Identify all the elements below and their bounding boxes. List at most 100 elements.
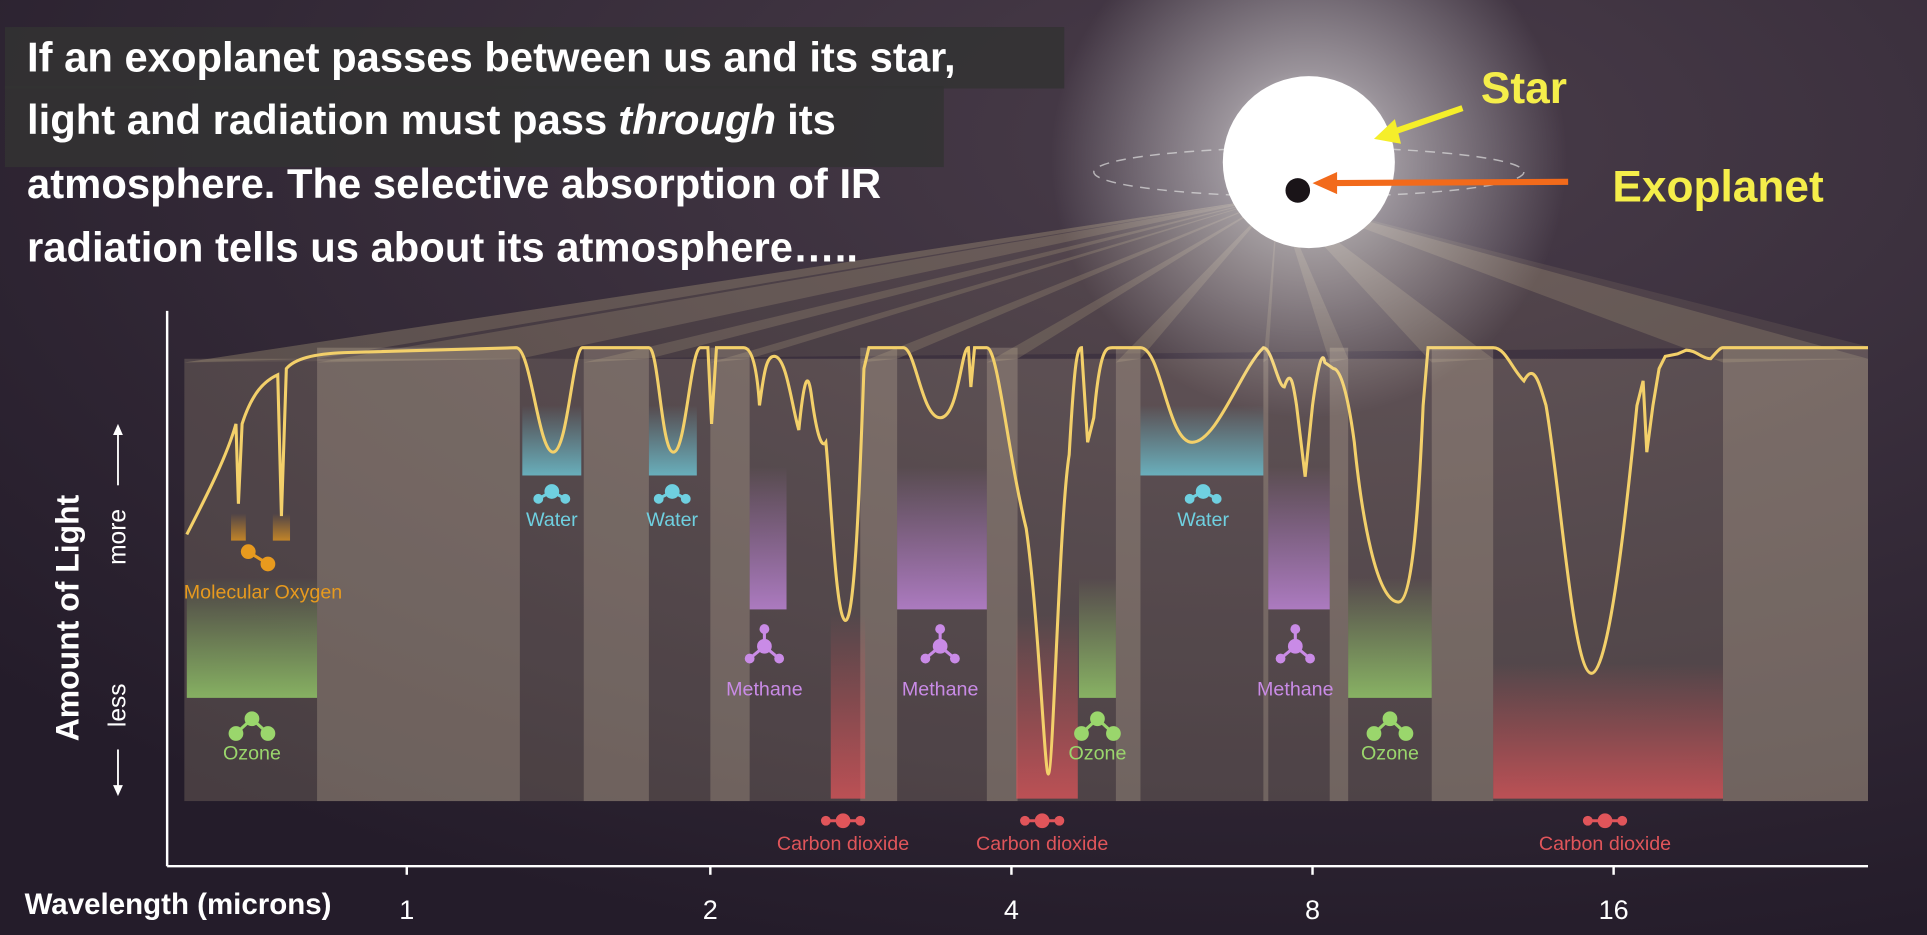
x-tick-label: 4 xyxy=(1004,895,1019,925)
absorption-band xyxy=(749,466,787,610)
x-tick-label: 2 xyxy=(703,895,718,925)
absorber-label: Water xyxy=(526,509,578,531)
x-tick-label: 8 xyxy=(1305,895,1320,925)
light-ray xyxy=(184,196,1279,363)
y-axis-less: less xyxy=(104,683,131,727)
light-ray xyxy=(317,196,1279,363)
atom xyxy=(1090,711,1105,727)
exoplanet-arrow xyxy=(1333,178,1569,187)
absorption-band xyxy=(1268,466,1330,610)
atom xyxy=(240,544,256,560)
spectrum-column xyxy=(860,347,898,802)
spectrum-column xyxy=(986,347,1018,802)
atom xyxy=(560,493,571,504)
atom xyxy=(244,711,260,727)
absorber-label: Carbon dioxide xyxy=(1539,833,1671,855)
y-axis-more: more xyxy=(104,509,131,565)
absorber-label: Water xyxy=(646,509,698,531)
exoplanet-arrowhead xyxy=(1312,172,1338,195)
absorption-band xyxy=(830,614,866,799)
absorber-label: Methane xyxy=(726,678,803,700)
atom xyxy=(1582,815,1593,826)
atom xyxy=(1184,493,1195,504)
absorption-band xyxy=(231,513,246,541)
spectrum-column xyxy=(1115,347,1141,802)
less-arrowhead xyxy=(113,785,123,797)
absorber-label: Ozone xyxy=(1068,742,1126,764)
caption-line: atmosphere. The selective absorption of … xyxy=(27,160,881,207)
atom xyxy=(1287,638,1303,654)
absorber-label: Methane xyxy=(902,678,979,700)
absorption-band xyxy=(186,577,318,698)
absorption-bands xyxy=(186,405,1723,799)
atom xyxy=(260,556,276,572)
atom xyxy=(1597,813,1613,829)
atom xyxy=(1290,624,1301,634)
atom xyxy=(855,815,866,826)
caption-box xyxy=(4,86,944,168)
x-tick-label: 16 xyxy=(1599,895,1629,925)
absorption-band xyxy=(272,513,291,541)
atom xyxy=(932,638,948,654)
atom xyxy=(935,624,946,634)
spectrum-column xyxy=(1329,347,1349,802)
star-label: Star xyxy=(1481,64,1567,113)
caption-text: its xyxy=(787,96,836,143)
absorber-label: Ozone xyxy=(223,742,281,764)
spectrum-curve xyxy=(185,346,1869,776)
absorber-label: Carbon dioxide xyxy=(976,833,1108,855)
absorber-label: Methane xyxy=(1257,678,1334,700)
atom xyxy=(1305,653,1315,664)
spectrum-column xyxy=(1722,347,1869,802)
absorber-label: Molecular Oxygen xyxy=(184,581,342,603)
molecule-icons: Molecular Oxygen Ozone Water Water Methane Ca… xyxy=(184,484,1671,855)
atom xyxy=(757,638,772,654)
caption-text: light and radiation must pass xyxy=(27,96,607,143)
caption-line: If an exoplanet passes between us and it… xyxy=(27,33,956,80)
atom xyxy=(835,813,851,829)
absorber-label: Ozone xyxy=(1361,742,1419,764)
spectrum-column xyxy=(317,347,520,802)
atom xyxy=(1054,815,1065,826)
caption-box xyxy=(4,27,1065,89)
absorption-band xyxy=(1079,577,1116,698)
atom xyxy=(680,493,691,504)
atom xyxy=(820,815,831,826)
spectrum-column xyxy=(710,347,750,802)
atom xyxy=(260,726,276,741)
atom xyxy=(744,653,755,664)
spectrum-column xyxy=(1263,347,1269,802)
atom xyxy=(228,726,244,741)
absorption-band xyxy=(897,466,987,610)
x-axis-title: Wavelength (microns) xyxy=(25,888,332,921)
exoplanet xyxy=(1285,178,1311,203)
exoplanet-label: Exoplanet xyxy=(1612,163,1824,212)
atom xyxy=(1398,726,1414,741)
spectrum-columns xyxy=(317,347,1869,802)
atom xyxy=(664,484,680,499)
absorber-label: Water xyxy=(1177,509,1229,531)
spectrum-column xyxy=(583,347,649,802)
star-arrowhead xyxy=(1373,119,1402,144)
atom xyxy=(1034,813,1050,829)
caption-line: radiation tells us about its atmosphere…… xyxy=(27,224,858,271)
atom xyxy=(1382,711,1398,727)
atom xyxy=(949,653,960,664)
x-tick-label: 1 xyxy=(399,895,414,925)
atom xyxy=(759,624,770,634)
atom xyxy=(1275,653,1286,664)
absorber-label: Carbon dioxide xyxy=(777,833,909,855)
atom xyxy=(920,653,931,664)
caption-emphasis: through xyxy=(618,96,776,143)
star-arrow xyxy=(1390,105,1464,136)
caption-line: light and radiation must pass through its xyxy=(27,96,836,143)
y-axis-title: Amount of Light xyxy=(50,494,86,741)
atom xyxy=(774,653,785,664)
atom xyxy=(653,493,664,504)
absorption-band xyxy=(648,405,697,476)
more-arrowhead xyxy=(113,423,123,435)
atom xyxy=(1211,493,1222,504)
spectrum-column xyxy=(1431,347,1494,802)
star xyxy=(1222,76,1395,249)
